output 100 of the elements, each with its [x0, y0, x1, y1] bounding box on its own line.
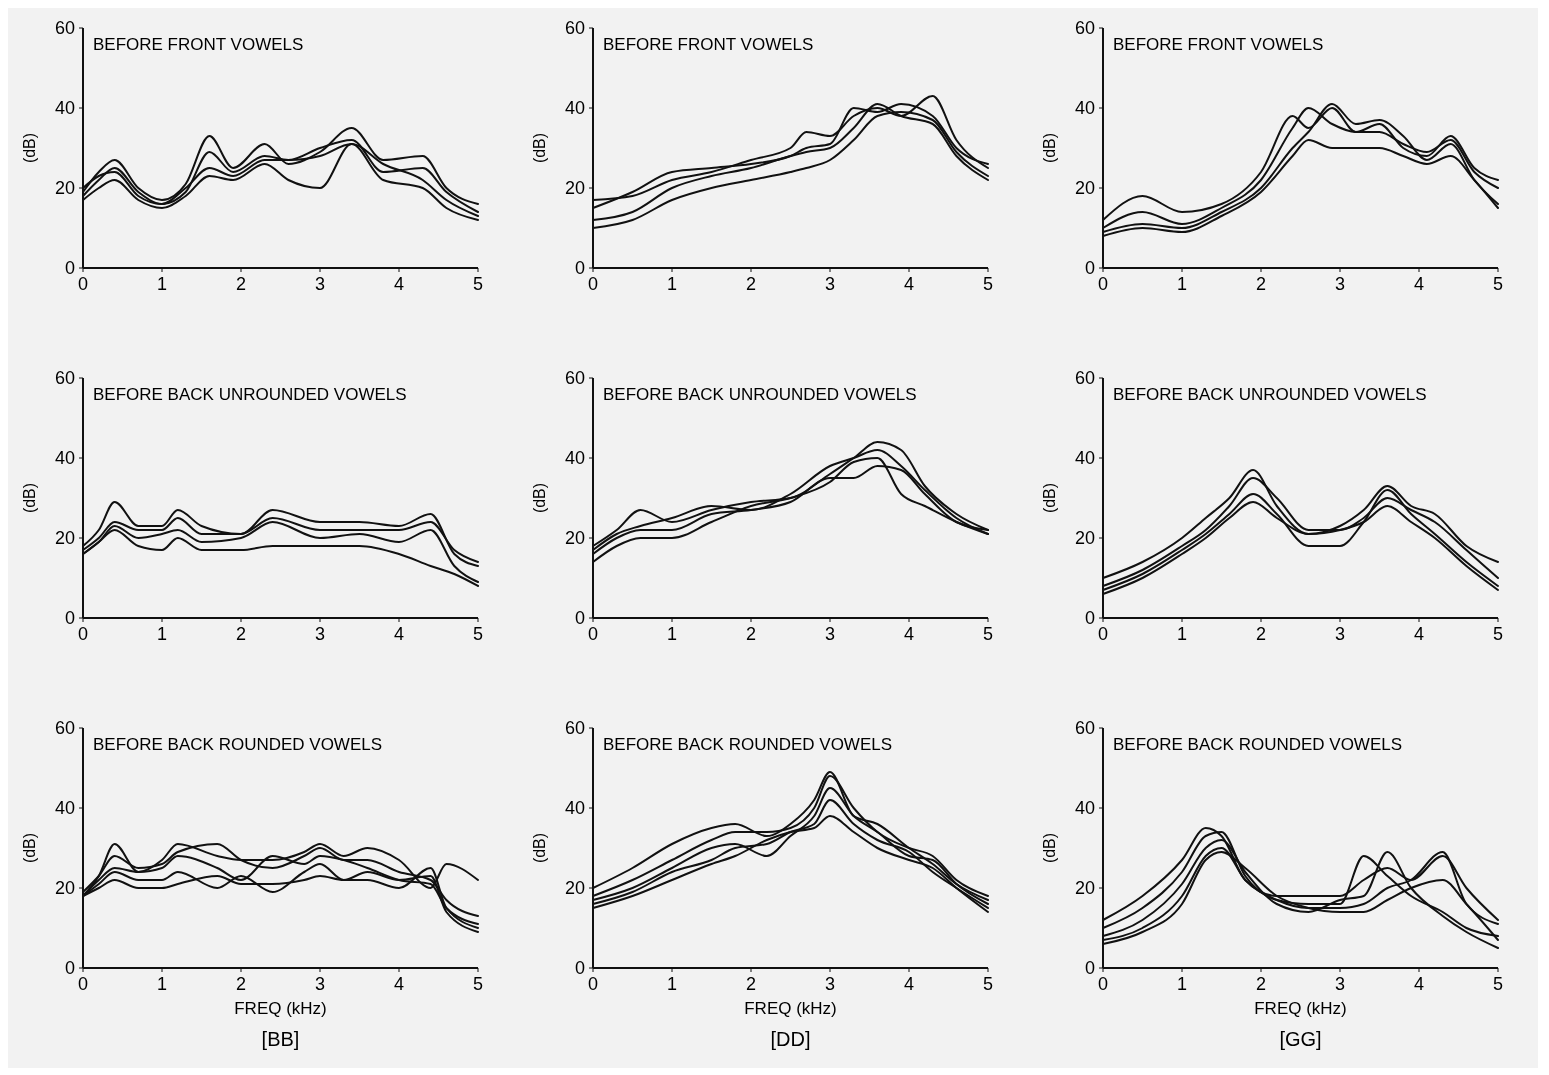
x-tick-label: 3	[314, 974, 326, 994]
x-tick-label: 0	[587, 974, 599, 994]
x-tick-label: 5	[472, 274, 484, 294]
y-tick-label: 40	[564, 98, 585, 119]
y-axis-title: (dB)	[21, 832, 38, 864]
x-tick-label: 4	[903, 624, 915, 644]
x-tick-label: 4	[903, 974, 915, 994]
y-tick-label: 0	[1084, 608, 1095, 629]
y-tick-label: 40	[54, 98, 75, 119]
text: [BB]	[261, 1028, 300, 1050]
y-axis-title: (dB)	[1041, 132, 1058, 164]
y-tick-label: 20	[54, 878, 75, 899]
y-tick-label: 20	[564, 528, 585, 549]
x-tick-label: 3	[1334, 274, 1346, 294]
x-tick-label: 0	[77, 624, 89, 644]
x-tick-label: 3	[1334, 974, 1346, 994]
chart-title: BEFORE BACK UNROUNDED VOWELS	[1113, 385, 1427, 404]
y-tick-label: 20	[1074, 878, 1095, 899]
x-tick-label: 1	[666, 624, 678, 644]
y-tick-label: 20	[1074, 178, 1095, 199]
y-tick-label: 60	[564, 718, 585, 739]
y-axis-title: (dB)	[21, 482, 38, 514]
y-tick-label: 20	[564, 878, 585, 899]
y-tick-label: 20	[1074, 528, 1095, 549]
y-tick-label: 60	[54, 368, 75, 389]
y-tick-label: 60	[1074, 368, 1095, 389]
x-tick-label: 2	[1255, 974, 1267, 994]
x-tick-label: 2	[1255, 624, 1267, 644]
text: [DD]	[770, 1028, 811, 1050]
y-axis-title: (dB)	[531, 132, 548, 164]
x-tick-label: 3	[1334, 624, 1346, 644]
x-tick-label: 0	[1097, 274, 1109, 294]
y-axis-title: (dB)	[1041, 482, 1058, 514]
x-tick-label: 1	[666, 274, 678, 294]
x-tick-label: 4	[393, 274, 405, 294]
y-axis-title: (dB)	[1041, 832, 1058, 864]
y-tick-label: 40	[1074, 798, 1095, 819]
x-axis-title: FREQ (kHz)	[1254, 999, 1347, 1018]
y-tick-label: 0	[64, 958, 75, 979]
y-tick-label: 0	[574, 608, 585, 629]
y-tick-label: 0	[64, 258, 75, 279]
x-tick-label: 5	[472, 974, 484, 994]
y-tick-label: 0	[574, 958, 585, 979]
x-tick-label: 4	[1413, 274, 1425, 294]
chart-title: BEFORE FRONT VOWELS	[1113, 35, 1324, 54]
x-tick-label: 3	[824, 274, 836, 294]
x-tick-label: 2	[235, 624, 247, 644]
x-tick-label: 2	[745, 624, 757, 644]
x-tick-label: 2	[235, 974, 247, 994]
x-tick-label: 0	[1097, 624, 1109, 644]
x-tick-label: 5	[982, 624, 994, 644]
x-tick-label: 4	[1413, 974, 1425, 994]
y-tick-label: 20	[54, 528, 75, 549]
chart-title: BEFORE FRONT VOWELS	[93, 35, 304, 54]
x-tick-label: 0	[77, 974, 89, 994]
y-tick-label: 40	[1074, 448, 1095, 469]
x-tick-label: 1	[666, 974, 678, 994]
x-tick-label: 1	[1176, 274, 1188, 294]
y-tick-label: 60	[564, 368, 585, 389]
chart-title: BEFORE BACK UNROUNDED VOWELS	[603, 385, 917, 404]
chart-title: BEFORE BACK ROUNDED VOWELS	[603, 735, 893, 754]
x-tick-label: 1	[1176, 974, 1188, 994]
y-tick-label: 60	[54, 18, 75, 39]
x-tick-label: 2	[745, 274, 757, 294]
x-tick-label: 2	[1255, 274, 1267, 294]
x-axis-title: FREQ (kHz)	[744, 999, 837, 1018]
x-tick-label: 1	[156, 624, 168, 644]
x-tick-label: 2	[235, 274, 247, 294]
y-tick-label: 0	[64, 608, 75, 629]
y-tick-label: 60	[1074, 18, 1095, 39]
chart-title: BEFORE BACK UNROUNDED VOWELS	[93, 385, 407, 404]
y-tick-label: 40	[564, 798, 585, 819]
y-tick-label: 40	[54, 798, 75, 819]
x-tick-label: 1	[156, 974, 168, 994]
y-tick-label: 0	[1084, 258, 1095, 279]
x-tick-label: 4	[393, 974, 405, 994]
y-tick-label: 0	[1084, 958, 1095, 979]
y-tick-label: 20	[564, 178, 585, 199]
x-tick-label: 4	[903, 274, 915, 294]
x-tick-label: 1	[1176, 624, 1188, 644]
y-tick-label: 60	[564, 18, 585, 39]
y-axis-title: (dB)	[531, 832, 548, 864]
y-tick-label: 60	[1074, 718, 1095, 739]
x-tick-label: 4	[1413, 624, 1425, 644]
y-tick-label: 40	[54, 448, 75, 469]
x-tick-label: 0	[587, 624, 599, 644]
text: [GG]	[1279, 1028, 1322, 1050]
y-tick-label: 40	[1074, 98, 1095, 119]
y-tick-label: 40	[564, 448, 585, 469]
x-tick-label: 5	[982, 974, 994, 994]
x-tick-label: 3	[314, 274, 326, 294]
x-tick-label: 5	[982, 274, 994, 294]
x-tick-label: 5	[1492, 274, 1504, 294]
x-axis-title: FREQ (kHz)	[234, 999, 327, 1018]
chart-title: BEFORE BACK ROUNDED VOWELS	[93, 735, 383, 754]
x-tick-label: 0	[587, 274, 599, 294]
x-tick-label: 0	[77, 274, 89, 294]
x-tick-label: 0	[1097, 974, 1109, 994]
x-tick-label: 4	[393, 624, 405, 644]
y-tick-label: 20	[54, 178, 75, 199]
